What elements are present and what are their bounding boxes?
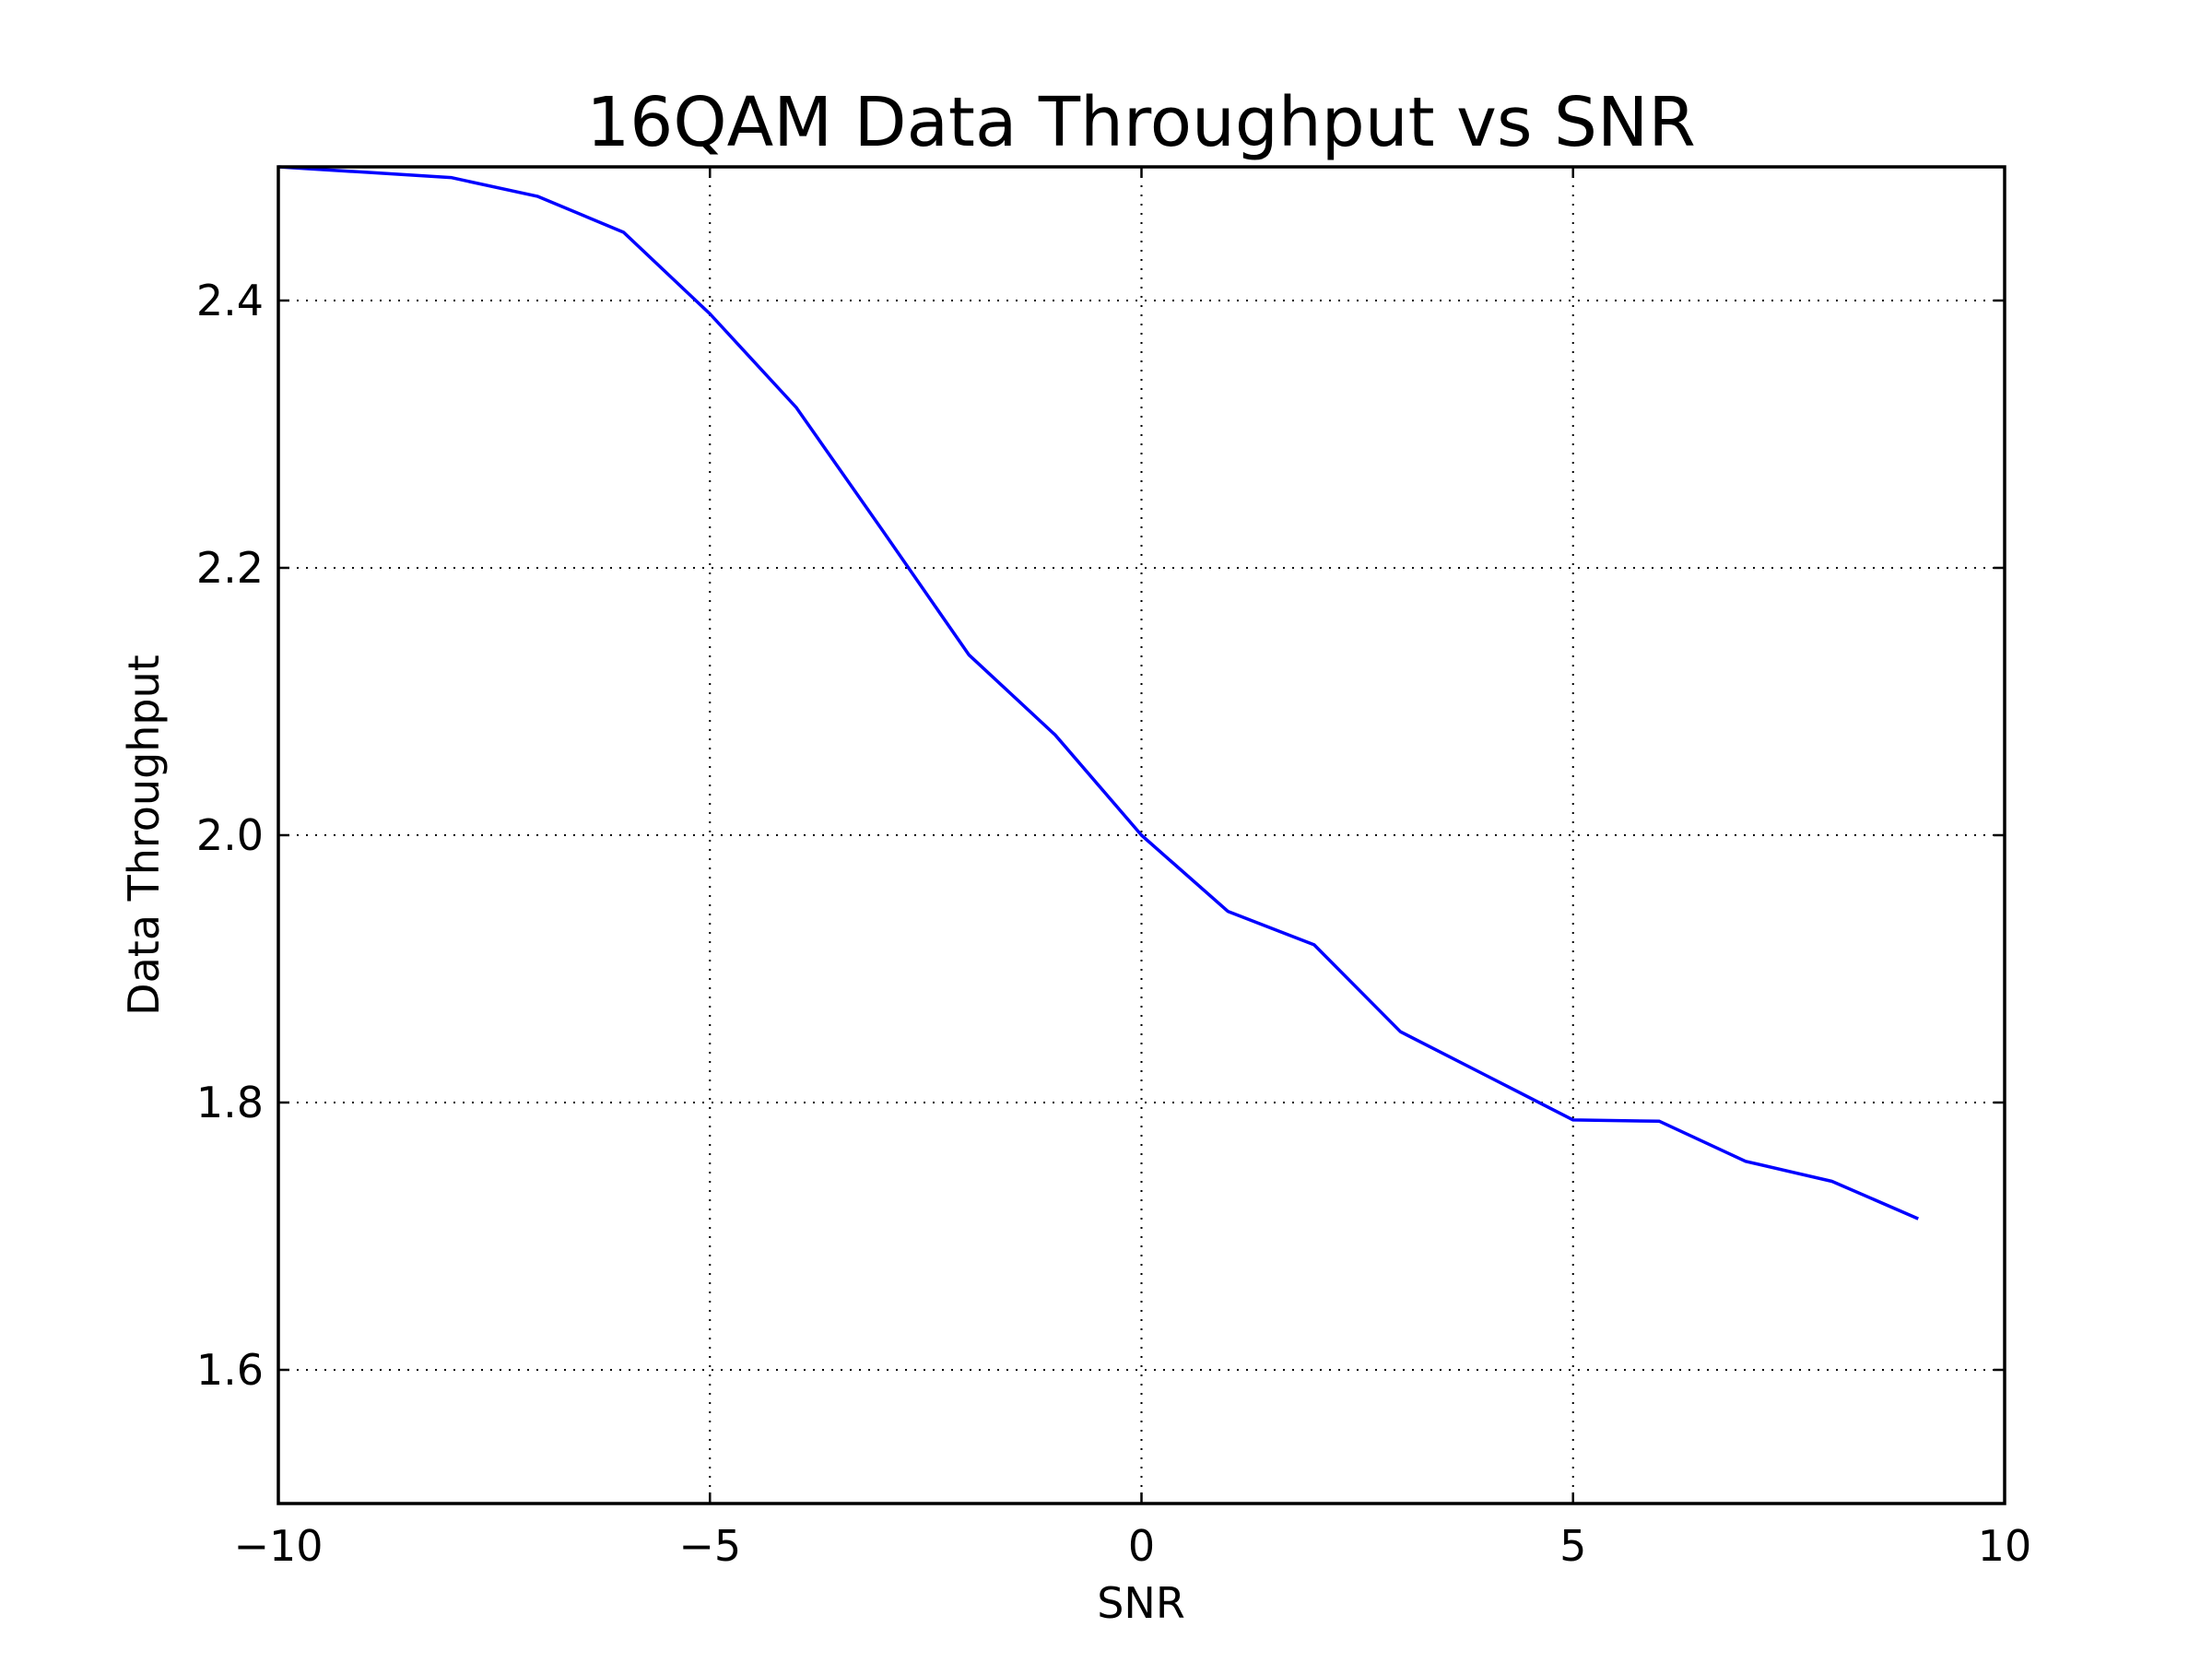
x-tick-label: 5	[1559, 1521, 1586, 1571]
x-tick-label: 10	[1978, 1521, 2032, 1571]
x-tick-label: 0	[1128, 1521, 1155, 1571]
y-tick-label: 1.8	[196, 1078, 264, 1127]
y-tick-label: 2.2	[196, 543, 264, 593]
x-axis-label: SNR	[1097, 1578, 1185, 1628]
axis-tick-labels: −10 −5 0 5 10 1.6 1.8 2.0 2.2 2.4	[196, 276, 2031, 1571]
series-lines	[277, 165, 1919, 1221]
throughput-series-line	[277, 165, 1919, 1221]
x-tick-label: −10	[233, 1521, 323, 1571]
chart-title: 16QAM Data Throughput vs SNR	[586, 83, 1696, 162]
axis-ticks	[276, 167, 2006, 1504]
y-tick-label: 1.6	[196, 1345, 264, 1395]
y-tick-label: 2.0	[196, 810, 264, 860]
y-axis-label: Data Throughput	[119, 655, 169, 1016]
x-tick-label: −5	[678, 1521, 741, 1571]
grid-lines	[278, 167, 2005, 1504]
y-tick-label: 2.4	[196, 276, 264, 325]
